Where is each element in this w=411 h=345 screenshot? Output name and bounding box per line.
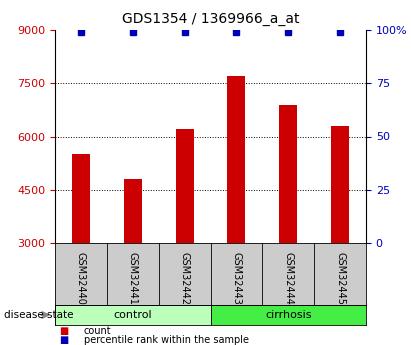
Bar — [210, 305, 366, 325]
Text: percentile rank within the sample: percentile rank within the sample — [84, 335, 249, 345]
Text: control: control — [113, 310, 152, 320]
Bar — [331, 126, 349, 243]
Text: GSM32443: GSM32443 — [231, 252, 241, 305]
Text: disease state: disease state — [4, 310, 74, 320]
Text: GSM32444: GSM32444 — [283, 252, 293, 305]
Text: cirrhosis: cirrhosis — [265, 310, 312, 320]
Bar — [227, 76, 245, 243]
Bar — [124, 179, 142, 243]
Text: count: count — [84, 326, 111, 336]
Bar — [55, 305, 210, 325]
Bar — [279, 105, 297, 243]
Title: GDS1354 / 1369966_a_at: GDS1354 / 1369966_a_at — [122, 12, 299, 26]
Bar — [175, 129, 194, 243]
Text: ■: ■ — [59, 335, 68, 345]
Bar — [72, 154, 90, 243]
Text: GSM32445: GSM32445 — [335, 252, 345, 305]
Text: GSM32442: GSM32442 — [180, 252, 189, 305]
Text: ■: ■ — [59, 326, 68, 336]
Text: GSM32441: GSM32441 — [128, 252, 138, 305]
Text: GSM32440: GSM32440 — [76, 252, 86, 305]
